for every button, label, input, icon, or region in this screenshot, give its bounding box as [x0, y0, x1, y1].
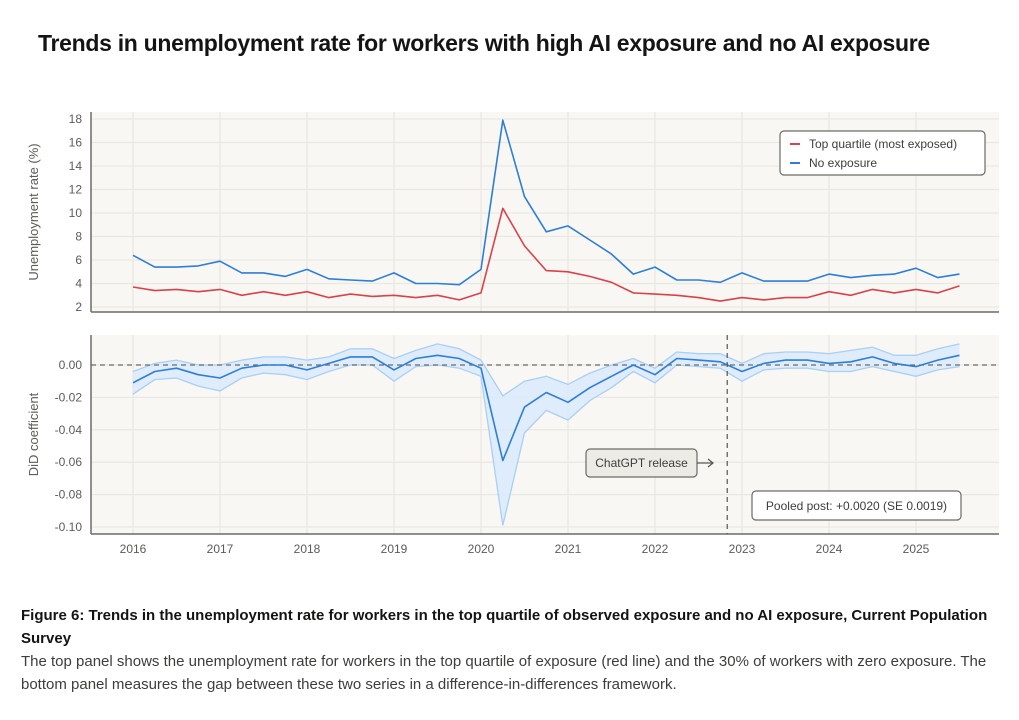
x-tick-label: 2016: [120, 542, 147, 556]
did-coefficient-line: [132, 354, 960, 462]
arrow-head-icon: [707, 458, 714, 468]
top-y-tick-label: 18: [69, 112, 83, 126]
ci-upper-line: [132, 343, 960, 397]
chart-title: Trends in unemployment rate for workers …: [38, 30, 930, 56]
bottom-y-tick-label: -0.02: [55, 390, 83, 404]
x-tick-label: 2021: [555, 542, 582, 556]
chatgpt-label-text: ChatGPT release: [595, 456, 688, 470]
top-y-tick-label: 10: [69, 206, 83, 220]
top-y-tick-label: 6: [75, 253, 82, 267]
x-tick-label: 2025: [903, 542, 930, 556]
top-y-tick-label: 2: [75, 300, 82, 314]
legend-label: No exposure: [809, 156, 877, 170]
caption-title: Figure 6: Trends in the unemployment rat…: [21, 607, 988, 647]
bottom-panel: 0.00 -0.02 -0.04 -0.06 -0.08 -0.10 2016 2017 201…: [26, 335, 999, 556]
x-tick-label: 2018: [294, 542, 321, 556]
x-tick-label: 2019: [381, 542, 408, 556]
bottom-y-axis-label: DiD coefficient: [26, 392, 41, 476]
legend-label: Top quartile (most exposed): [809, 137, 957, 151]
caption-body: The top panel shows the unemployment rat…: [21, 653, 987, 693]
bottom-y-tick-label: -0.06: [55, 455, 83, 469]
ci-lower-line: [132, 364, 960, 526]
pooled-post-text: Pooled post: +0.0020 (SE 0.0019): [766, 499, 947, 513]
bottom-y-tick-label: -0.04: [55, 423, 83, 437]
chart-figure: 2 4 6 8 10 12 14 16 18 Unemployment rate (%) Top q…: [26, 112, 999, 556]
top-panel: 2 4 6 8 10 12 14 16 18 Unemployment rate (%) Top q…: [26, 112, 999, 314]
x-tick-label: 2022: [642, 542, 669, 556]
top-y-tick-label: 8: [75, 230, 82, 244]
top-y-tick-label: 12: [69, 183, 83, 197]
top-y-tick-label: 16: [69, 136, 83, 150]
top-y-axis-label: Unemployment rate (%): [26, 143, 41, 280]
bottom-y-tick-label: -0.10: [55, 520, 83, 534]
top-y-tick-label: 14: [69, 159, 83, 173]
figure-caption: Figure 6: Trends in the unemployment rat…: [21, 604, 1001, 696]
legend-box: [779, 130, 986, 176]
bottom-y-tick-label: -0.08: [55, 488, 83, 502]
x-tick-label: 2017: [207, 542, 234, 556]
x-tick-label: 2020: [468, 542, 495, 556]
legend: Top quartile (most exposed) No exposure: [779, 130, 986, 176]
series-line-top-quartile: [132, 207, 960, 302]
series-line-no-exposure: [132, 119, 960, 286]
bottom-y-tick-label: 0.00: [59, 358, 83, 372]
x-tick-label: 2024: [816, 542, 843, 556]
x-tick-label: 2023: [729, 542, 756, 556]
top-y-tick-label: 4: [75, 277, 82, 291]
pooled-post-box: [751, 490, 962, 521]
confidence-band: [133, 343, 960, 526]
